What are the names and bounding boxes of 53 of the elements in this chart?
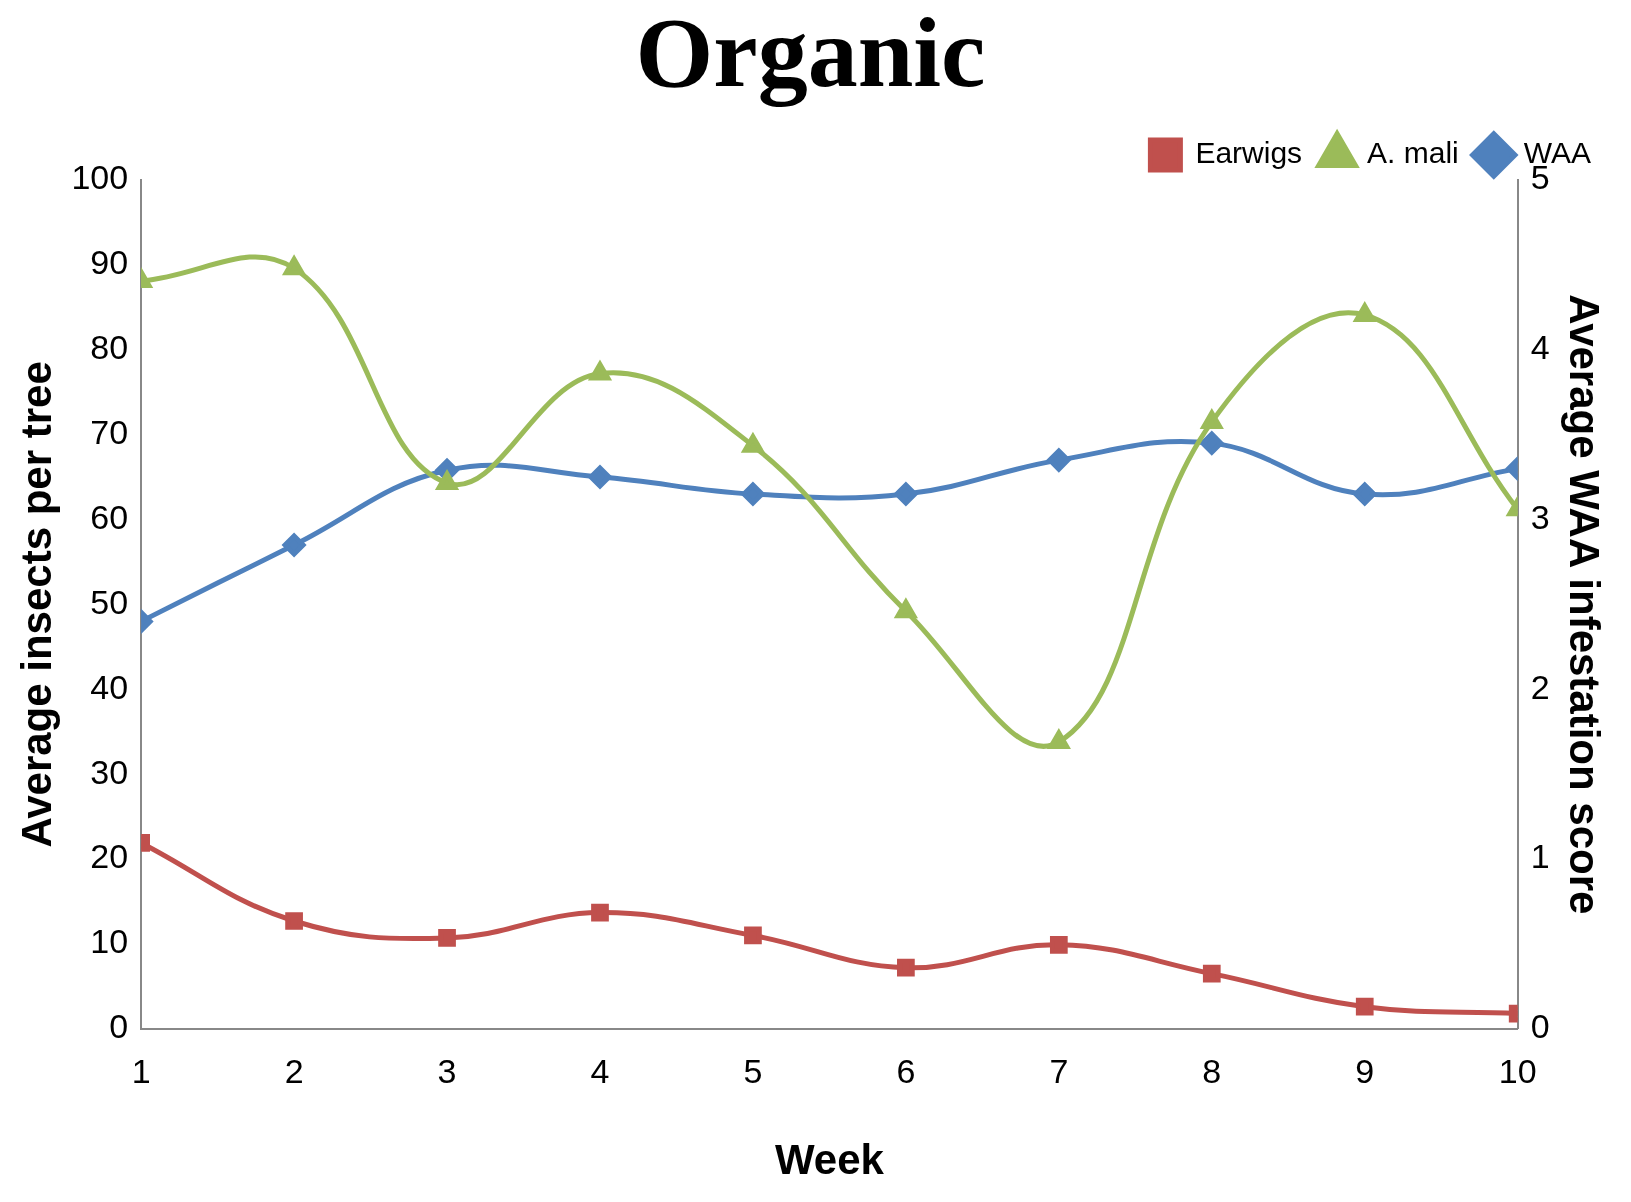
- x-tick-label: 3: [437, 1051, 457, 1090]
- y-tick-label: 40: [90, 667, 129, 706]
- y-tick-label: 80: [90, 328, 129, 367]
- y2-tick-label: 1: [1530, 837, 1550, 876]
- point: [435, 469, 459, 491]
- y-tick-label: 20: [90, 837, 129, 876]
- x-tick-label: 2: [284, 1051, 304, 1090]
- x-axis-title: Week: [774, 1136, 885, 1184]
- point: [1202, 964, 1221, 983]
- y-axis-title: Average insects per tree: [12, 361, 60, 848]
- point: [591, 903, 609, 922]
- point: [744, 926, 762, 945]
- point: [893, 597, 918, 619]
- y2-tick-label: 2: [1530, 667, 1550, 706]
- chart-title: Organic: [635, 0, 986, 108]
- y-tick-label: 10: [90, 922, 129, 961]
- y-tick-label: 60: [90, 497, 129, 536]
- y-tick-label: 90: [90, 243, 129, 282]
- x-tick-label: 5: [743, 1051, 763, 1090]
- y2-tick-label: 3: [1530, 497, 1550, 536]
- point: [894, 482, 918, 506]
- point: [1355, 997, 1374, 1016]
- point: [438, 929, 456, 947]
- y-tick-label: 30: [90, 752, 129, 791]
- point: [282, 254, 306, 276]
- point: [1353, 482, 1377, 506]
- y-tick-label: 70: [90, 413, 129, 452]
- x-tick-label: 10: [1498, 1051, 1537, 1090]
- point: [1354, 303, 1376, 322]
- point: [282, 533, 306, 557]
- x-tick-label: 6: [896, 1051, 916, 1090]
- point: [588, 465, 612, 489]
- x-tick-label: 1: [131, 1051, 151, 1090]
- x-tick-label: 8: [1202, 1051, 1222, 1090]
- legend-label: Earwigs: [1195, 136, 1303, 170]
- x-tick-label: 7: [1049, 1051, 1069, 1090]
- y2-tick-label: 4: [1530, 328, 1550, 367]
- point: [1048, 730, 1070, 749]
- point: [897, 958, 915, 977]
- y-tick-label: 50: [90, 582, 129, 621]
- point: [1201, 410, 1223, 429]
- point: [285, 912, 303, 930]
- x-tick-label: 9: [1355, 1051, 1375, 1090]
- point: [1047, 448, 1071, 472]
- point: [1049, 935, 1068, 954]
- point: [1200, 431, 1224, 455]
- x-tick-label: 4: [590, 1051, 610, 1090]
- y2-axis-title: Average WAA infestation score: [1561, 294, 1609, 915]
- y2-tick-label: 0: [1530, 1007, 1550, 1046]
- y-tick-label: 0: [109, 1007, 129, 1046]
- legend-label: A. mali: [1367, 136, 1459, 170]
- point: [741, 482, 765, 506]
- y-tick-label: 100: [71, 158, 129, 197]
